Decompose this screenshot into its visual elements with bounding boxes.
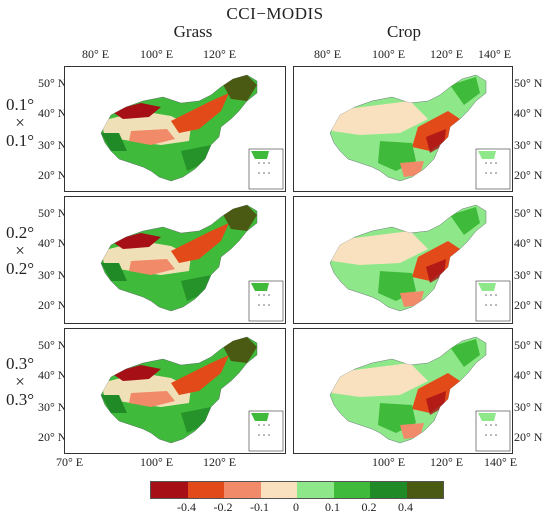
lon-tick-bottom-left: 70° E xyxy=(56,455,84,469)
colorbar-tick-label: -0.1 xyxy=(250,500,269,514)
colorbar-swatch xyxy=(224,482,261,498)
map-panel-crop-0-3 xyxy=(293,328,513,454)
colorbar xyxy=(150,481,444,499)
lat-tick-left: 30° N xyxy=(38,268,67,282)
figure-title: CCI−MODIS xyxy=(226,4,324,23)
colorbar-swatch xyxy=(260,482,297,498)
column-title-grass: Grass xyxy=(173,22,213,41)
lat-tick-left: 40° N xyxy=(38,106,67,120)
lat-tick-left: 20° N xyxy=(38,430,67,444)
colorbar-swatch xyxy=(297,482,334,498)
colorbar-swatch xyxy=(406,482,443,498)
lat-tick-right: 40° N xyxy=(514,106,543,120)
lat-tick-right: 20° N xyxy=(514,430,543,444)
lat-tick-right: 50° N xyxy=(514,76,543,90)
map-panel-crop-0-2 xyxy=(293,196,513,324)
lon-tick-top-left: 100° E xyxy=(140,47,174,61)
colorbar-tick-label: -0.2 xyxy=(213,500,233,514)
lat-tick-left: 40° N xyxy=(38,368,67,382)
lon-tick-bottom-right: 140° E xyxy=(484,455,518,469)
map-panel-crop-0-1 xyxy=(293,66,513,192)
lon-tick-bottom-right: 100° E xyxy=(372,455,406,469)
lon-tick-top-right: 100° E xyxy=(372,47,406,61)
colorbar-swatch xyxy=(370,482,407,498)
column-title-crop: Crop xyxy=(387,22,421,41)
lon-tick-top-left: 80° E xyxy=(82,47,110,61)
colorbar-tick-label: 0.1 xyxy=(325,500,340,514)
map-panel-grass-0-2 xyxy=(64,196,286,324)
lat-tick-right: 30° N xyxy=(514,268,543,282)
map-panel-grass-0-3 xyxy=(64,328,286,454)
lat-tick-right: 30° N xyxy=(514,400,543,414)
lat-tick-right: 50° N xyxy=(514,206,543,220)
lat-tick-left: 20° N xyxy=(38,168,67,182)
lat-tick-left: 40° N xyxy=(38,236,67,250)
lat-tick-left: 20° N xyxy=(38,298,67,312)
row-label-res-0-3: 0.3° × 0.3° xyxy=(5,354,35,409)
lat-tick-right: 40° N xyxy=(514,368,543,382)
colorbar-tick-label: -0.4 xyxy=(177,500,196,514)
colorbar-swatch xyxy=(333,482,370,498)
lat-tick-right: 50° N xyxy=(514,338,543,352)
lat-tick-right: 20° N xyxy=(514,298,543,312)
lon-tick-bottom-left: 120° E xyxy=(203,455,237,469)
lon-tick-top-right: 140° E xyxy=(478,47,512,61)
colorbar-tick-label: 0.2 xyxy=(361,500,377,514)
lat-tick-right: 40° N xyxy=(514,236,543,250)
lon-tick-bottom-left: 100° E xyxy=(140,455,174,469)
colorbar-swatch xyxy=(187,482,224,498)
lon-tick-top-right: 80° E xyxy=(314,47,342,61)
row-label-res-0-1: 0.1° × 0.1° xyxy=(5,95,35,150)
colorbar-swatch xyxy=(151,482,188,498)
lat-tick-right: 20° N xyxy=(514,168,543,182)
lon-tick-top-right: 120° E xyxy=(430,47,464,61)
lat-tick-right: 30° N xyxy=(514,138,543,152)
colorbar-tick-label: 0 xyxy=(293,500,299,514)
map-panel-grass-0-1 xyxy=(64,66,286,192)
lat-tick-left: 30° N xyxy=(38,400,67,414)
lat-tick-left: 50° N xyxy=(38,206,67,220)
lat-tick-left: 50° N xyxy=(38,76,67,90)
row-label-res-0-2: 0.2° × 0.2° xyxy=(5,223,35,278)
lat-tick-left: 50° N xyxy=(38,338,67,352)
lon-tick-top-left: 120° E xyxy=(203,47,237,61)
lon-tick-bottom-right: 120° E xyxy=(430,455,464,469)
lat-tick-left: 30° N xyxy=(38,138,67,152)
colorbar-tick-label: 0.4 xyxy=(398,500,413,514)
